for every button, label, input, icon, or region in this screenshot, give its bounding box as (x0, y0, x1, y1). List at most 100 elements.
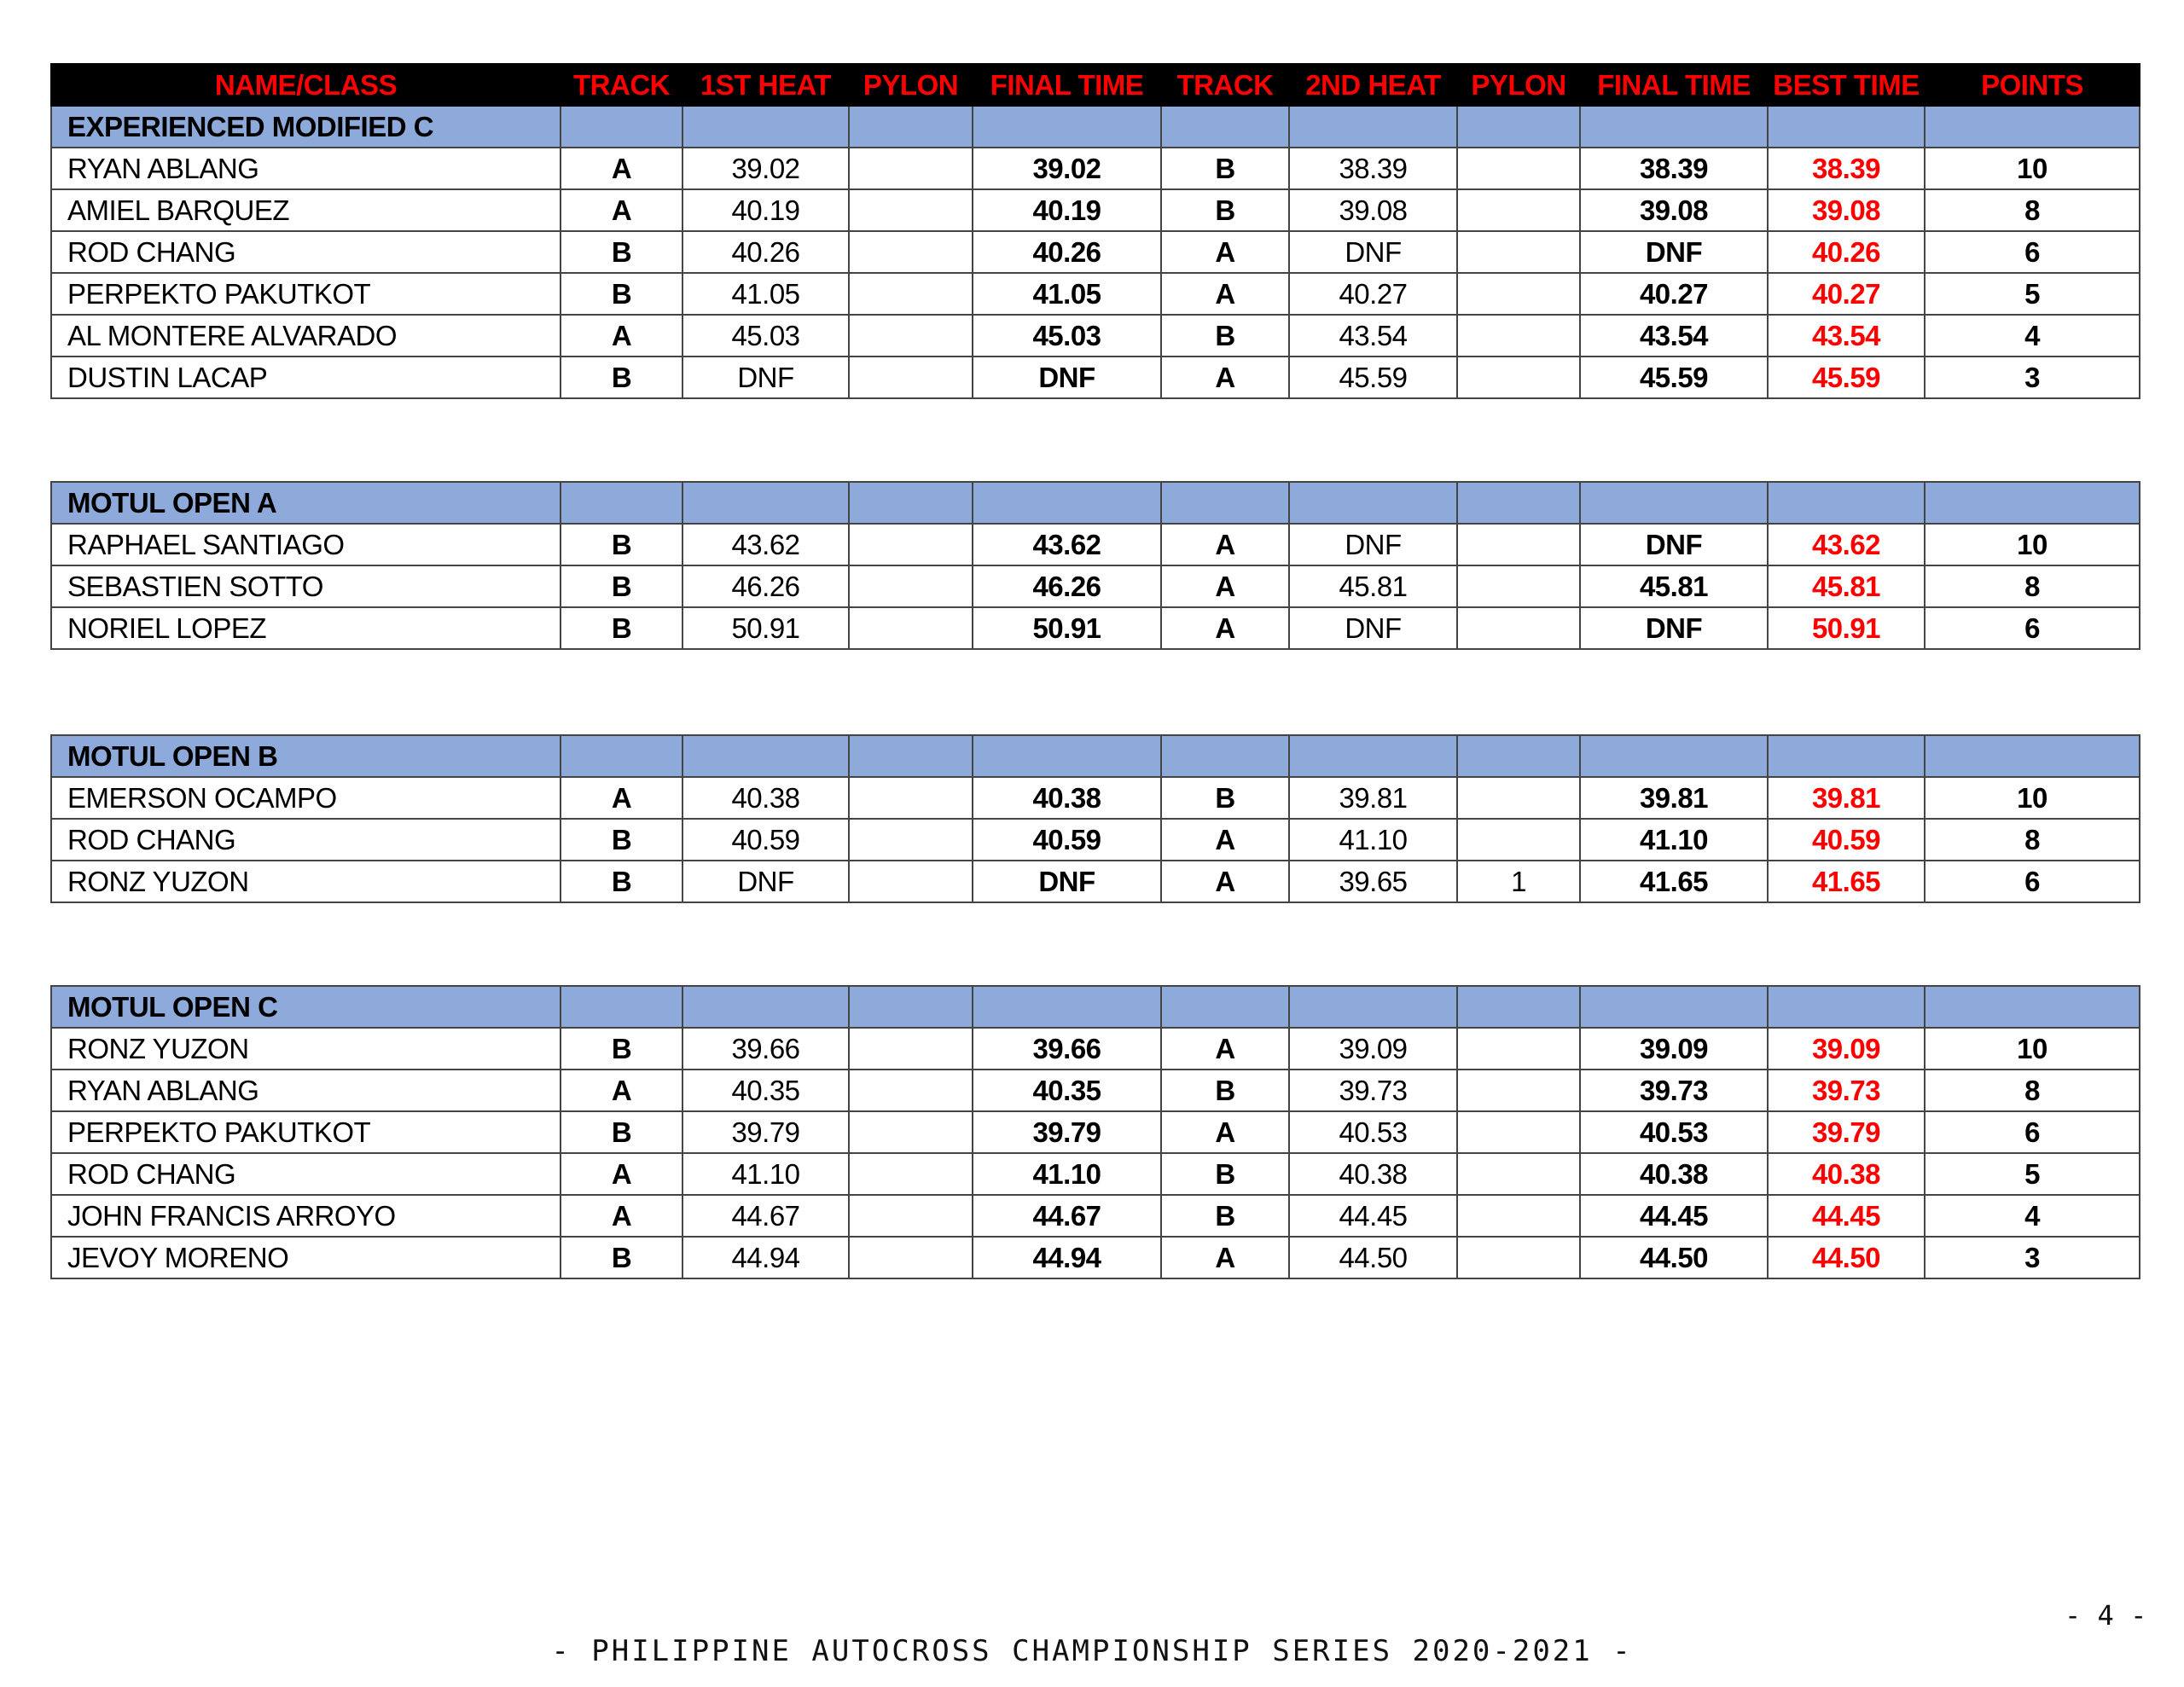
section-cell (1160, 105, 1290, 148)
cell-heat-2: 39.09 (1288, 1027, 1458, 1070)
cell-final-time-2: 45.81 (1579, 565, 1769, 608)
cell-pylon-1 (848, 1194, 973, 1238)
cell-best-time: 44.45 (1767, 1194, 1926, 1238)
cell-pylon-2 (1456, 606, 1581, 650)
results-table: NAME/CLASS TRACK 1ST HEAT PYLON FINAL TIME TR… (50, 63, 2140, 399)
cell-best-time: 38.39 (1767, 147, 1926, 190)
cell-heat-2: DNF (1288, 606, 1458, 650)
cell-final-time-1: 39.79 (972, 1110, 1162, 1154)
cell-pylon-1 (848, 230, 973, 274)
cell-pylon-2 (1456, 147, 1581, 190)
page-number: - 4 - (2065, 1599, 2147, 1632)
cell-final-time-2: 45.59 (1579, 356, 1769, 399)
table-row: RONZ YUZON B DNF DNF A 39.65 1 41.65 41.65 6 (50, 860, 2140, 903)
cell-pylon-2 (1456, 818, 1581, 861)
cell-pylon-1 (848, 1152, 973, 1196)
cell-heat-1: 41.10 (682, 1152, 850, 1196)
column-header-pylon-2: PYLON (1456, 63, 1581, 107)
cell-points: 5 (1924, 1152, 2140, 1196)
section-cell (1924, 985, 2140, 1029)
cell-name: PERPEKTO PAKUTKOT (50, 272, 561, 316)
cell-pylon-2 (1456, 272, 1581, 316)
cell-heat-2: 38.39 (1288, 147, 1458, 190)
cell-pylon-2: 1 (1456, 860, 1581, 903)
cell-track-2: A (1160, 1236, 1290, 1279)
cell-pylon-1 (848, 1069, 973, 1112)
cell-name: DUSTIN LACAP (50, 356, 561, 399)
cell-pylon-1 (848, 147, 973, 190)
cell-points: 8 (1924, 565, 2140, 608)
column-header-final-time-1: FINAL TIME (972, 63, 1162, 107)
cell-best-time: 45.81 (1767, 565, 1926, 608)
section-cell (1767, 481, 1926, 525)
cell-points: 10 (1924, 147, 2140, 190)
section-cell (848, 734, 973, 778)
section-cell (682, 734, 850, 778)
cell-points: 4 (1924, 1194, 2140, 1238)
cell-best-time: 39.73 (1767, 1069, 1926, 1112)
cell-track-2: B (1160, 1194, 1290, 1238)
cell-heat-1: 44.67 (682, 1194, 850, 1238)
section-cell (1456, 105, 1581, 148)
cell-heat-2: 45.59 (1288, 356, 1458, 399)
cell-final-time-1: 40.19 (972, 188, 1162, 232)
cell-name: EMERSON OCAMPO (50, 776, 561, 820)
cell-best-time: 41.65 (1767, 860, 1926, 903)
section-cell (1160, 481, 1290, 525)
cell-track-1: B (560, 565, 683, 608)
cell-pylon-1 (848, 1110, 973, 1154)
cell-track-2: A (1160, 606, 1290, 650)
cell-pylon-1 (848, 1027, 973, 1070)
cell-heat-2: 39.81 (1288, 776, 1458, 820)
cell-final-time-1: 39.02 (972, 147, 1162, 190)
section-cell (682, 481, 850, 525)
cell-final-time-2: 43.54 (1579, 314, 1769, 357)
cell-final-time-2: 39.73 (1579, 1069, 1769, 1112)
cell-best-time: 39.79 (1767, 1110, 1926, 1154)
section-title: MOTUL OPEN C (50, 985, 561, 1029)
cell-heat-1: 40.26 (682, 230, 850, 274)
cell-points: 3 (1924, 356, 2140, 399)
cell-name: JEVOY MORENO (50, 1236, 561, 1279)
section-cell (560, 985, 683, 1029)
table-row: DUSTIN LACAP B DNF DNF A 45.59 45.59 45.59 3 (50, 356, 2140, 399)
cell-final-time-1: 41.10 (972, 1152, 1162, 1196)
cell-points: 8 (1924, 818, 2140, 861)
section-cell (1288, 481, 1458, 525)
table-row: RAPHAEL SANTIAGO B 43.62 43.62 A DNF DNF 43.62 1… (50, 523, 2140, 566)
cell-name: AL MONTERE ALVARADO (50, 314, 561, 357)
column-header-pylon-1: PYLON (848, 63, 973, 107)
section-cell (1288, 734, 1458, 778)
cell-track-1: B (560, 860, 683, 903)
cell-heat-1: 43.62 (682, 523, 850, 566)
cell-heat-2: 44.50 (1288, 1236, 1458, 1279)
column-header-track-2: TRACK (1160, 63, 1290, 107)
cell-track-2: B (1160, 147, 1290, 190)
cell-best-time: 43.62 (1767, 523, 1926, 566)
cell-heat-1: 40.38 (682, 776, 850, 820)
cell-pylon-1 (848, 523, 973, 566)
cell-points: 6 (1924, 606, 2140, 650)
table-row: PERPEKTO PAKUTKOT B 41.05 41.05 A 40.27 40.27 4… (50, 272, 2140, 316)
cell-track-1: A (560, 1152, 683, 1196)
cell-final-time-1: 40.26 (972, 230, 1162, 274)
table-row: RYAN ABLANG A 39.02 39.02 B 38.39 38.39 38.39 10 (50, 147, 2140, 190)
cell-final-time-2: DNF (1579, 606, 1769, 650)
cell-final-time-1: 39.66 (972, 1027, 1162, 1070)
column-header-name: NAME/CLASS (50, 63, 561, 107)
cell-heat-2: DNF (1288, 523, 1458, 566)
cell-heat-2: 40.27 (1288, 272, 1458, 316)
cell-track-1: B (560, 272, 683, 316)
column-header-track-1: TRACK (560, 63, 683, 107)
cell-final-time-2: 38.39 (1579, 147, 1769, 190)
cell-pylon-2 (1456, 1110, 1581, 1154)
cell-final-time-1: 50.91 (972, 606, 1162, 650)
cell-track-1: B (560, 523, 683, 566)
cell-pylon-2 (1456, 188, 1581, 232)
cell-final-time-1: 46.26 (972, 565, 1162, 608)
cell-track-2: B (1160, 776, 1290, 820)
cell-final-time-2: 39.81 (1579, 776, 1769, 820)
section-cell (1767, 105, 1926, 148)
cell-track-2: A (1160, 1027, 1290, 1070)
cell-name: RONZ YUZON (50, 860, 561, 903)
